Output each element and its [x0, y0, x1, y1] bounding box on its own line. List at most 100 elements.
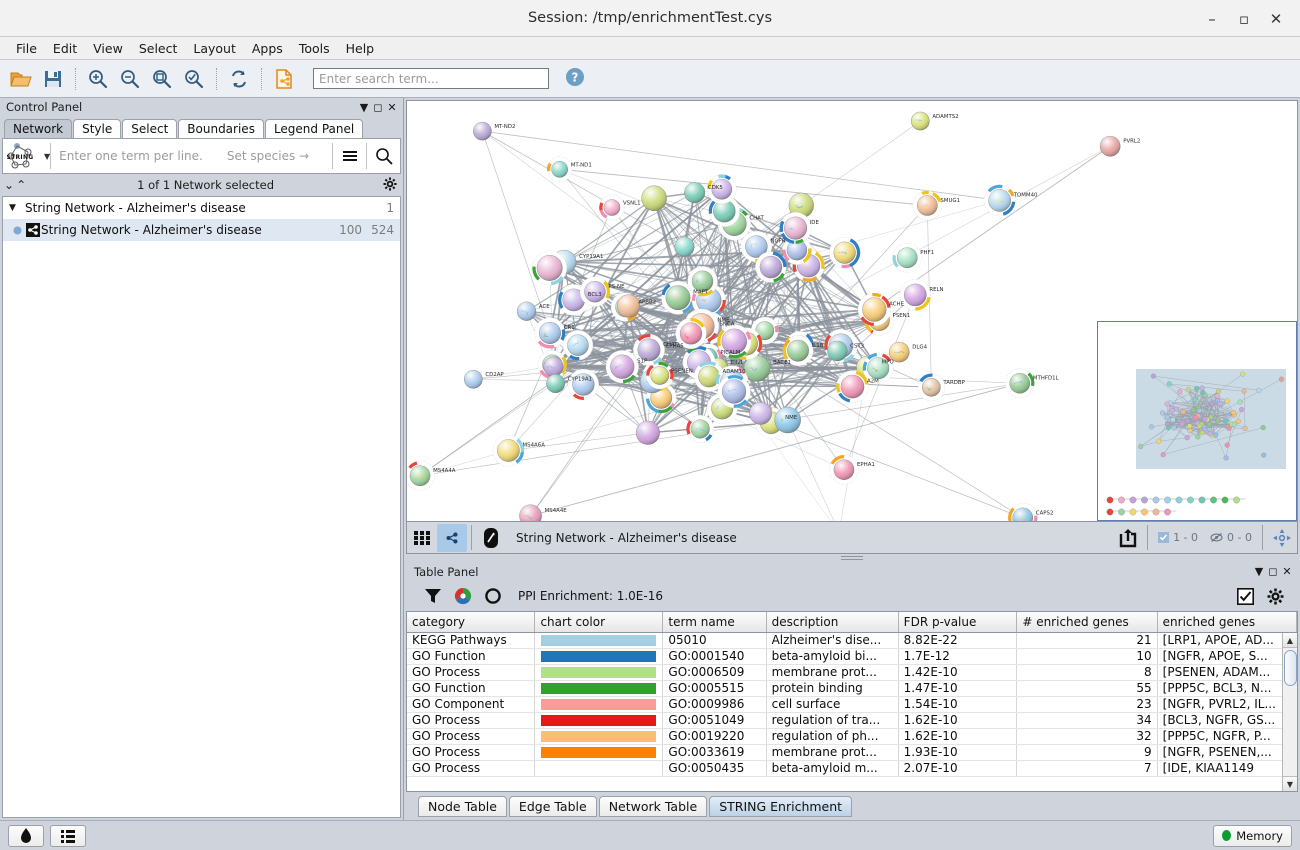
task-list-icon[interactable] [50, 824, 86, 847]
network-node[interactable] [917, 373, 946, 402]
gear-icon[interactable] [1260, 583, 1290, 609]
export-image-icon[interactable] [1113, 524, 1143, 552]
network-node[interactable] [788, 192, 814, 218]
network-node[interactable] [983, 184, 1016, 217]
cytoscape-logo-icon[interactable] [8, 824, 44, 847]
menu-help[interactable]: Help [345, 40, 375, 56]
close-button[interactable]: ✕ [1269, 9, 1283, 28]
network-node[interactable] [641, 185, 667, 211]
network-node[interactable] [912, 190, 943, 221]
donut-chart-icon[interactable] [478, 583, 508, 609]
network-node[interactable] [532, 250, 568, 286]
tab-string-enrichment[interactable]: STRING Enrichment [709, 795, 853, 817]
tree-row-network[interactable]: String Network - Alzheimer's disease 100… [3, 219, 400, 241]
minimize-button[interactable]: – [1208, 9, 1216, 28]
string-logo-icon[interactable]: STRING [3, 139, 43, 173]
scrollbar-thumb[interactable] [1284, 650, 1297, 686]
network-canvas[interactable]: MT-ND2 MT-ND1 VSNL1 CD2AP MS4A4A MS4A6A MS4A4E… [407, 101, 1297, 522]
maximize-button[interactable]: ▫ [1238, 9, 1250, 28]
network-node[interactable] [892, 242, 923, 273]
control-panel-float-icon[interactable]: ◻ [373, 100, 383, 114]
zoom-selected-icon[interactable] [179, 64, 209, 94]
column-header-fdr-pvalue[interactable]: FDR p-value [898, 612, 1018, 633]
network-node[interactable] [829, 454, 859, 485]
network-node[interactable] [675, 317, 707, 350]
network-node[interactable] [857, 292, 891, 327]
column-header-description[interactable]: description [766, 612, 899, 633]
open-folder-icon[interactable] [6, 64, 36, 94]
enrichment-table-wrap[interactable]: category chart color term name descripti… [406, 611, 1298, 792]
table-row[interactable]: GO Function GO:0005515 protein binding 1.47… [407, 680, 1297, 697]
menu-file[interactable]: File [16, 40, 37, 56]
network-node[interactable] [534, 317, 566, 349]
share-network-icon[interactable] [437, 523, 467, 552]
network-node[interactable] [749, 402, 772, 425]
hamburger-icon[interactable] [333, 139, 366, 173]
refresh-icon[interactable] [224, 64, 254, 94]
table-row[interactable]: GO Process GO:0033619 membrane prot... 1.93… [407, 744, 1297, 761]
filter-icon[interactable] [418, 583, 448, 609]
network-node[interactable] [557, 284, 590, 316]
expand-all-icon[interactable]: ⌃ [16, 178, 27, 192]
string-term-input[interactable]: Enter one term per line. Set species → [51, 149, 332, 163]
pie-chart-color-icon[interactable] [448, 583, 478, 609]
tab-style[interactable]: Style [73, 119, 122, 138]
network-node[interactable] [546, 156, 573, 183]
network-node[interactable] [579, 276, 611, 307]
menu-edit[interactable]: Edit [52, 40, 78, 56]
navigator-icon[interactable] [1267, 524, 1297, 552]
expand-triangle-icon[interactable]: ▼ [9, 203, 16, 213]
network-node[interactable] [674, 236, 695, 257]
network-node[interactable] [774, 406, 801, 434]
network-node[interactable] [829, 237, 861, 269]
network-node[interactable] [717, 324, 752, 359]
table-row[interactable]: GO Function GO:0001540 beta-amyloid bi... 1… [407, 648, 1297, 665]
network-node[interactable] [562, 329, 594, 361]
draw-mode-icon[interactable] [476, 524, 506, 552]
tab-edge-table[interactable]: Edge Table [508, 795, 597, 817]
control-panel-close-icon[interactable]: ✕ [387, 100, 397, 114]
network-node[interactable] [635, 420, 660, 445]
collapse-all-icon[interactable]: ⌄ [4, 178, 15, 192]
network-node[interactable] [836, 370, 869, 403]
search-icon[interactable] [367, 139, 400, 173]
network-node[interactable] [827, 340, 848, 362]
tab-network[interactable]: Network [4, 119, 73, 138]
export-network-icon[interactable] [269, 64, 299, 94]
network-node[interactable] [519, 504, 542, 522]
zoom-fit-icon[interactable] [147, 64, 177, 94]
network-node[interactable] [708, 195, 741, 227]
network-node[interactable] [464, 369, 483, 389]
table-row[interactable]: GO Component GO:0009986 cell surface 1.54E-… [407, 696, 1297, 713]
network-node[interactable] [706, 174, 737, 205]
network-node[interactable] [473, 121, 492, 141]
table-row[interactable]: KEGG Pathways 05010 Alzheimer's dise... 8.8… [407, 632, 1297, 649]
network-node[interactable] [717, 374, 751, 409]
network-node[interactable] [546, 374, 565, 393]
network-node[interactable] [686, 414, 715, 443]
search-input[interactable]: Enter search term... [313, 68, 549, 89]
table-panel-close-icon[interactable]: ✕ [1282, 565, 1292, 578]
table-row[interactable]: GO Process GO:0019220 regulation of ph... 1… [407, 728, 1297, 745]
network-node[interactable] [782, 235, 812, 265]
network-node[interactable] [743, 355, 771, 382]
memory-button[interactable]: Memory [1213, 824, 1292, 847]
network-node[interactable] [782, 335, 814, 367]
menu-apps[interactable]: Apps [251, 40, 283, 56]
network-node[interactable] [1099, 135, 1121, 157]
scroll-up-arrow-icon[interactable]: ▲ [1283, 633, 1297, 648]
network-node[interactable] [516, 301, 537, 321]
network-node[interactable] [599, 194, 625, 221]
tab-node-table[interactable]: Node Table [418, 795, 507, 817]
network-node[interactable] [407, 460, 435, 491]
tab-boundaries[interactable]: Boundaries [178, 119, 264, 138]
set-species-link[interactable]: Set species → [226, 149, 310, 163]
select-all-checkbox-icon[interactable] [1230, 583, 1260, 609]
network-view[interactable]: MT-ND2 MT-ND1 VSNL1 CD2AP MS4A4A MS4A6A MS4A4E… [406, 100, 1298, 522]
table-row[interactable]: GO Process GO:0006509 membrane prot... 1.42… [407, 664, 1297, 681]
grid-layout-icon[interactable] [407, 524, 437, 552]
network-node[interactable] [755, 251, 787, 283]
menu-view[interactable]: View [93, 40, 123, 56]
column-header-chart-color[interactable]: chart color [534, 612, 664, 633]
scroll-down-arrow-icon[interactable]: ▼ [1283, 776, 1297, 791]
